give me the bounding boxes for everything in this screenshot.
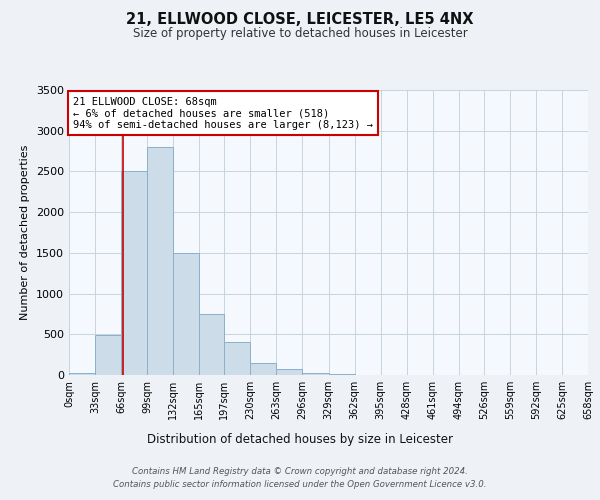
- Bar: [121, 172, 147, 375]
- Bar: [69, 373, 95, 375]
- Y-axis label: Number of detached properties: Number of detached properties: [20, 145, 31, 320]
- Text: 21, ELLWOOD CLOSE, LEICESTER, LE5 4NX: 21, ELLWOOD CLOSE, LEICESTER, LE5 4NX: [126, 12, 474, 28]
- Bar: [147, 147, 173, 375]
- Bar: [250, 363, 277, 375]
- Text: Contains public sector information licensed under the Open Government Licence v3: Contains public sector information licen…: [113, 480, 487, 489]
- Text: Distribution of detached houses by size in Leicester: Distribution of detached houses by size …: [147, 432, 453, 446]
- Bar: [173, 253, 199, 375]
- Bar: [329, 374, 355, 375]
- Text: 21 ELLWOOD CLOSE: 68sqm
← 6% of detached houses are smaller (518)
94% of semi-de: 21 ELLWOOD CLOSE: 68sqm ← 6% of detached…: [73, 96, 373, 130]
- Bar: [224, 342, 250, 375]
- Bar: [95, 335, 121, 375]
- Bar: [302, 372, 329, 375]
- Bar: [277, 370, 302, 375]
- Text: Contains HM Land Registry data © Crown copyright and database right 2024.: Contains HM Land Registry data © Crown c…: [132, 468, 468, 476]
- Bar: [199, 314, 224, 375]
- Text: Size of property relative to detached houses in Leicester: Size of property relative to detached ho…: [133, 28, 467, 40]
